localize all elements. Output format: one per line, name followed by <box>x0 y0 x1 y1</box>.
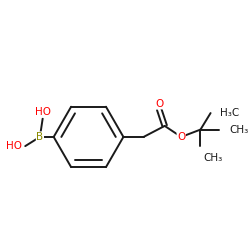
Text: HO: HO <box>35 107 51 117</box>
Text: O: O <box>177 132 185 142</box>
Text: H₃C: H₃C <box>220 108 239 118</box>
Text: CH₃: CH₃ <box>203 152 223 162</box>
Text: HO: HO <box>6 141 22 151</box>
Text: B: B <box>36 132 44 142</box>
Text: CH₃: CH₃ <box>230 124 249 134</box>
Text: O: O <box>155 99 163 109</box>
